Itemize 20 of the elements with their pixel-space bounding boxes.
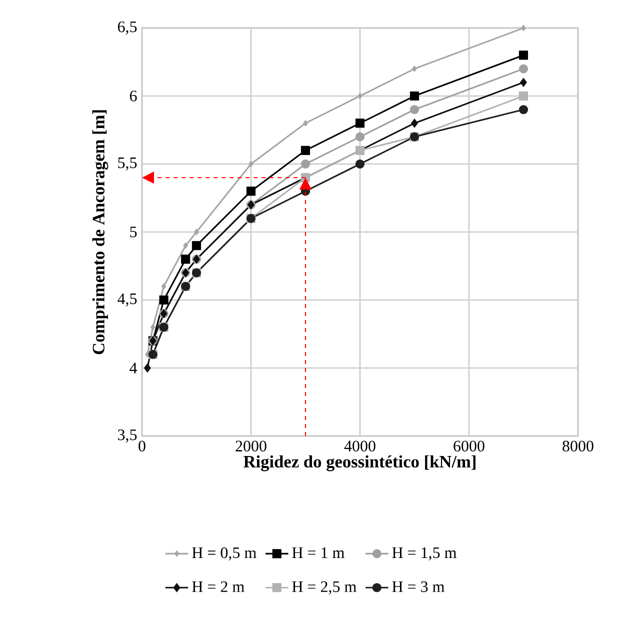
x-tick-label: 2000 xyxy=(236,440,266,452)
legend-label: H = 2 m xyxy=(192,581,244,592)
legend-label: H = 2,5 m xyxy=(292,581,356,594)
x-axis-title: Rigidez do geossintético [kN/m] xyxy=(244,455,476,472)
legend-label: H = 1 m xyxy=(292,547,344,558)
legend-label: H = 0,5 m xyxy=(192,547,256,560)
y-tick-label: 3,5 xyxy=(118,429,137,443)
x-tick-label: 6000 xyxy=(454,440,484,452)
y-tick-label: 5,5 xyxy=(118,158,137,170)
legend-label: H = 1,5 m xyxy=(392,547,456,560)
y-tick-label: 4,5 xyxy=(118,294,137,307)
legend-label: H = 3 m xyxy=(392,581,444,592)
y-tick-label: 6 xyxy=(130,90,137,102)
x-tick-label: 8000 xyxy=(562,440,594,452)
x-tick-label: 4000 xyxy=(344,440,376,452)
y-tick-label: 4 xyxy=(130,362,138,374)
y-axis-title: Comprimento de Ancoragem [m] xyxy=(92,110,108,354)
y-tick-label: 5 xyxy=(130,226,137,238)
x-tick-label: 0 xyxy=(138,440,146,452)
y-tick-label: 6,5 xyxy=(118,21,137,35)
